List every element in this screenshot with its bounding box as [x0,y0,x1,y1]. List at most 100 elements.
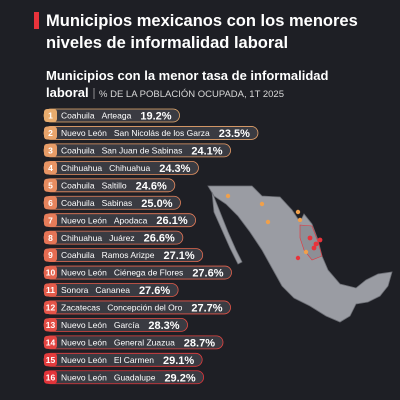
rank-badge [44,248,57,262]
state-name: Chihuahua [61,163,102,173]
map-dot [303,249,309,255]
subtitle: laboral [46,85,89,100]
ranking-row: 15 Nuevo León El Carmen 29.1% [43,352,203,367]
municipality-name: Juárez [109,233,135,243]
rate-value: 27.1% [163,250,194,262]
title: Municipios mexicanos con los menores [46,12,358,30]
ranking-row: 5 Coahuila Saltillo 24.6% [43,178,176,192]
map-dot [317,237,323,243]
rank-badge [44,196,57,210]
map-dot [313,241,319,247]
state-name: Zacatecas [61,303,100,313]
state-name: Nuevo León [61,355,107,365]
rate-value: 19.2% [140,111,171,123]
rate-value: 24.1% [191,145,222,157]
municipality-name: Cananea [95,285,130,295]
rank-number: 2 [48,128,53,138]
rank-badge [44,161,57,175]
municipality-name: Guadalupe [114,372,156,382]
map-dot [297,217,303,223]
ranking-row: 4 Chihuahua Chihuahua 24.3% [43,160,199,175]
rank-badge [44,231,57,245]
ranking-row: 11 Sonora Cananea 27.6% [43,283,179,297]
ranking-row: 2 Nuevo León San Nicolás de los Garza 23.5% [43,126,259,140]
rank-badge [44,213,57,227]
ranking-row: 8 Chihuahua Juárez 26.6% [43,230,184,245]
municipality-name: San Nicolás de los Garza [114,128,210,138]
rate-value: 27.6% [192,268,223,280]
rank-number: 9 [48,250,53,260]
rate-value: 23.5% [219,128,250,140]
state-name: Coahuila [61,180,95,190]
map-dot [259,201,265,207]
title: niveles de informalidad laboral [46,34,288,52]
map-dot [311,245,317,251]
state-name: Nuevo León [61,215,107,225]
rate-value: 27.7% [191,302,222,314]
map-dot [295,255,301,261]
map [207,185,393,323]
state-name: Coahuila [61,198,95,208]
rank-number: 11 [46,285,55,295]
rank-number: 13 [46,320,56,330]
ranking-list: 1 Coahuila Arteaga 19.2% 2 Nuevo León San Nico… [43,108,259,384]
rank-badge [44,283,57,297]
municipality-name: Apodaca [114,215,148,225]
rate-value: 24.6% [136,180,167,192]
subtitle: Municipios con la menor tasa de informal… [46,68,328,83]
municipality-name: García [114,320,140,330]
map-baja [211,191,243,265]
municipality-name: El Carmen [114,355,154,365]
rate-value: 25.0% [141,198,172,210]
ranking-row: 16 Nuevo León Guadalupe 29.2% [43,370,205,384]
rank-number: 6 [48,198,53,208]
rate-value: 28.7% [184,337,215,349]
state-name: Nuevo León [61,320,107,330]
rate-value: 28.3% [148,320,179,332]
state-name: Sonora [61,285,89,295]
rank-badge [44,370,57,384]
title-accent [34,12,39,29]
rank-badge [44,300,57,314]
state-name: Coahuila [61,146,95,156]
municipality-name: Concepción del Oro [107,303,182,313]
rank-badge [44,109,57,122]
municipality-name: Chihuahua [109,163,150,173]
state-name: Nuevo León [61,128,107,138]
ranking-row: 1 Coahuila Arteaga 19.2% [43,108,180,123]
unit-label: % DE LA POBLACIÓN OCUPADA, 1T 2025 [99,89,284,100]
state-name: Coahuila [61,111,95,121]
state-name: Nuevo León [61,337,107,347]
rank-badge [44,126,57,140]
ranking-row: 3 Coahuila San Juan de Sabinas 24.1% [43,143,231,157]
map-dot [307,235,313,241]
rank-number: 8 [48,233,53,243]
municipality-name: General Zuazua [114,337,175,347]
rate-value: 26.1% [156,215,187,227]
rank-number: 10 [46,268,56,278]
municipality-name: Ramos Arizpe [102,250,155,260]
municipality-name: Arteaga [102,111,132,121]
rank-badge [44,353,57,367]
rank-number: 1 [48,111,53,121]
rank-badge [44,335,57,349]
municipality-name: Saltillo [102,180,127,190]
rank-number: 7 [48,215,53,225]
rank-number: 14 [46,337,56,347]
municipality-name: Ciénega de Flores [114,268,183,278]
rank-number: 3 [48,146,53,156]
rank-number: 4 [48,163,53,173]
municipality-name: San Juan de Sabinas [102,146,183,156]
rank-badge [44,318,57,332]
ranking-row: 7 Nuevo León Apodaca 26.1% [43,213,197,227]
state-name: Coahuila [61,250,95,260]
ranking-row: 10 Nuevo León Ciénega de Flores 27.6% [43,265,232,280]
state-name: Nuevo León [61,268,107,278]
rank-badge [44,266,57,280]
ranking-row: 14 Nuevo León General Zuazua 28.7% [43,335,224,349]
municipality-name: Sabinas [102,198,133,208]
rate-value: 29.2% [164,372,195,384]
ranking-row: 6 Coahuila Sabinas 25.0% [43,195,181,210]
